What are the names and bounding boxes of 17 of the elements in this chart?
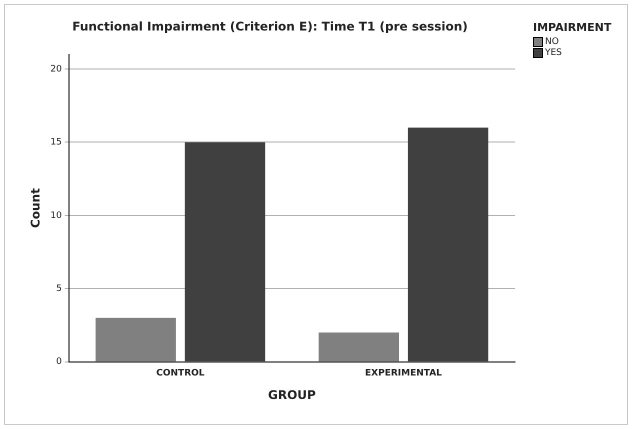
x-axis-title: GROUP (268, 388, 316, 402)
legend-title: IMPAIRMENT (533, 21, 612, 34)
bar (408, 128, 488, 362)
legend-label: NO (545, 37, 559, 47)
y-tick-label: 5 (56, 284, 62, 294)
x-tick-label: EXPERIMENTAL (365, 368, 442, 379)
y-tick-label: 20 (50, 64, 62, 74)
chart-title: Functional Impairment (Criterion E): Time T1 (pre session) (72, 19, 468, 34)
y-tick-label: 0 (56, 357, 62, 368)
y-axis-title: Count (28, 188, 42, 228)
y-tick-label: 15 (50, 138, 62, 148)
bar (184, 142, 266, 362)
y-tick-label: 10 (50, 210, 62, 221)
bar (96, 318, 176, 362)
legend-label: YES (545, 48, 562, 58)
x-tick-label: CONTROL (156, 368, 205, 379)
bar (318, 332, 399, 362)
